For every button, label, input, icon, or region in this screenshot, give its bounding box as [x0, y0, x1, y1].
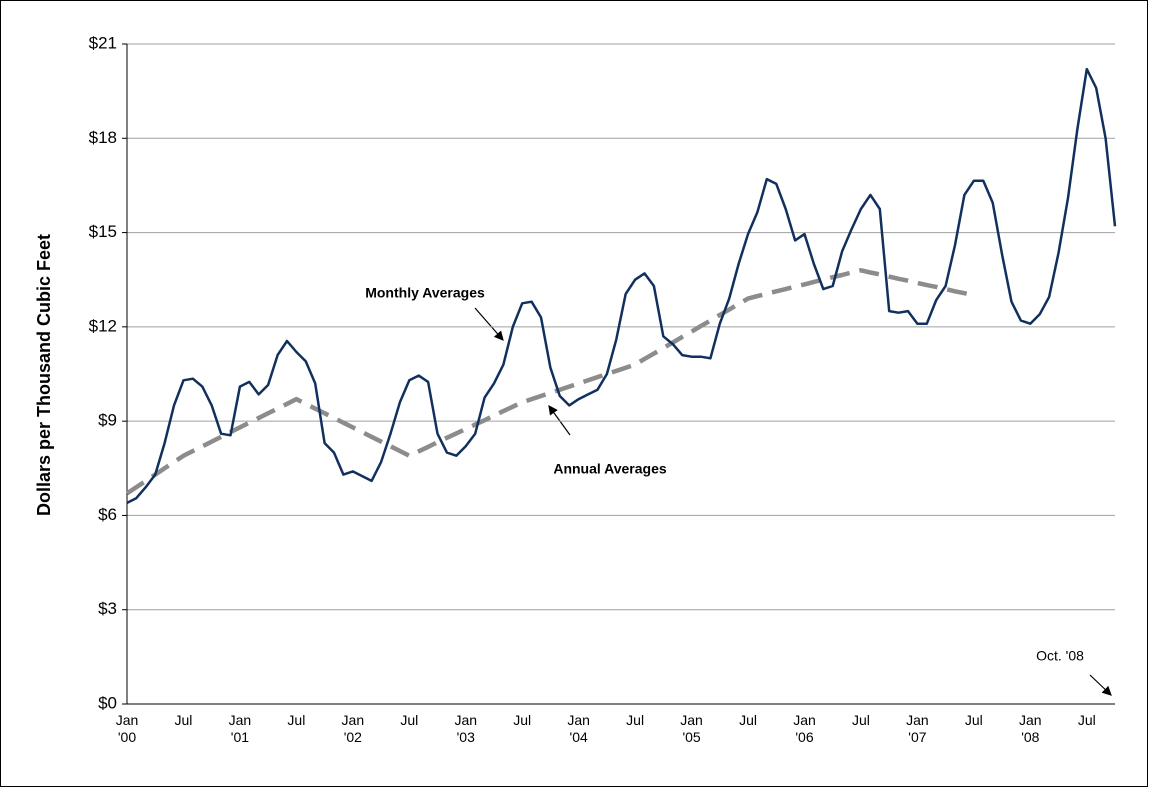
x-tick-label: Jan '05	[680, 712, 703, 745]
x-tick-label: Jan '07	[906, 712, 929, 745]
y-tick-label: $0	[98, 693, 117, 712]
y-tick-label: $12	[89, 316, 117, 335]
x-tick-label: Jul	[851, 712, 870, 728]
x-tick-label: Jan '02	[341, 712, 365, 745]
x-tick-label: Jan '00	[115, 712, 139, 745]
y-axis-label: Dollars per Thousand Cubic Feet	[34, 234, 54, 516]
y-tick-label: $3	[98, 599, 117, 618]
x-tick-label: Jan '06	[793, 712, 816, 745]
x-tick-label: Jul	[964, 712, 983, 728]
x-tick-label: Jan '04	[567, 712, 590, 745]
annotation-arrow	[474, 307, 504, 341]
x-tick-label: Jul	[1077, 712, 1096, 728]
annotation: Oct. '08	[1036, 648, 1084, 664]
annotation-arrow	[1089, 674, 1112, 696]
x-tick-label: Jul	[400, 712, 419, 728]
x-tick-label: Jan '01	[228, 712, 252, 745]
annotation-arrow	[548, 405, 571, 436]
y-tick-label: $21	[89, 33, 117, 52]
x-tick-label: Jul	[513, 712, 532, 728]
y-tick-label: $18	[89, 128, 117, 147]
series-line	[126, 67, 1117, 505]
y-tick-label: $9	[98, 411, 117, 430]
x-tick-label: Jul	[287, 712, 306, 728]
x-tick-label: Jul	[739, 712, 757, 728]
annotation: Annual Averages	[553, 461, 667, 477]
y-tick-label: $6	[98, 505, 117, 524]
x-tick-label: Jan '03	[454, 712, 478, 745]
x-tick-label: Jul	[174, 712, 193, 728]
annotation: Monthly Averages	[365, 285, 485, 301]
x-tick-label: Jul	[626, 712, 645, 728]
series-line	[125, 268, 975, 496]
x-tick-label: Jan '08	[1019, 712, 1042, 745]
y-tick-label: $15	[89, 222, 117, 241]
